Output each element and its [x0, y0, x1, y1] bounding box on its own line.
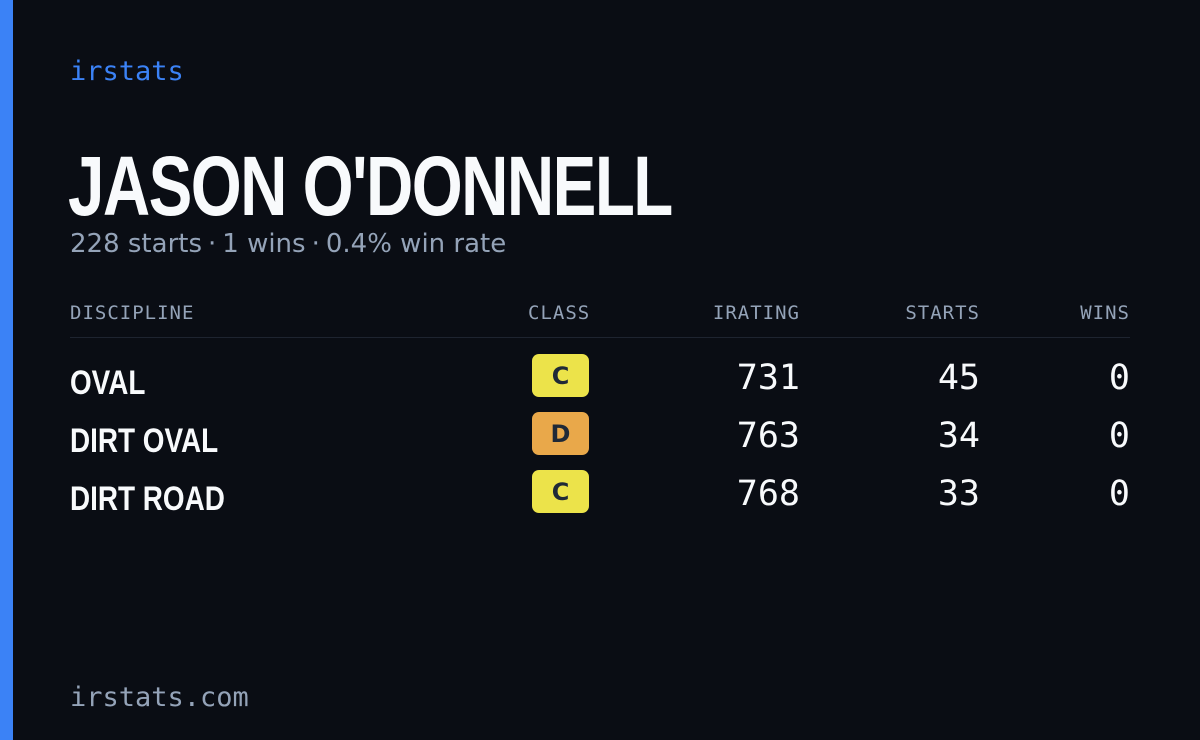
wins-value: 0 [1108, 474, 1130, 514]
starts-summary: 228 starts [70, 229, 202, 259]
header-wins: WINS [1080, 302, 1130, 324]
header-class: CLASS [528, 302, 591, 324]
class-badge: D [532, 412, 589, 455]
table-row: OVAL C 731 45 0 [70, 354, 1130, 412]
driver-summary: 228 starts · 1 wins · 0.4% win rate [70, 229, 506, 259]
separator: · [208, 229, 217, 259]
header-starts: STARTS [905, 302, 980, 324]
accent-bar [0, 0, 13, 740]
discipline-name: DIRT ROAD [70, 480, 225, 518]
footer-url[interactable]: irstats.com [70, 682, 249, 713]
wins-value: 0 [1108, 416, 1130, 456]
win-rate-summary: 0.4% win rate [325, 229, 507, 259]
class-badge: C [532, 470, 589, 513]
wins-summary: 1 wins [222, 229, 306, 259]
class-badge: C [532, 354, 589, 397]
starts-value: 45 [937, 358, 980, 398]
irating-value: 731 [736, 358, 800, 398]
discipline-name: DIRT OVAL [70, 422, 219, 460]
table-row: DIRT ROAD C 768 33 0 [70, 470, 1130, 528]
table-row: DIRT OVAL D 763 34 0 [70, 412, 1130, 470]
discipline-name: OVAL [70, 364, 146, 402]
irating-value: 768 [736, 474, 800, 514]
starts-value: 34 [937, 416, 980, 456]
table-body: OVAL C 731 45 0 DIRT OVAL D 763 34 0 DIR… [70, 338, 1130, 528]
brand-logo: irstats [70, 56, 184, 87]
wins-value: 0 [1108, 358, 1130, 398]
table-header: DISCIPLINE CLASS IRATING STARTS WINS [70, 298, 1130, 338]
header-discipline: DISCIPLINE [70, 302, 195, 324]
driver-name: JASON O'DONNELL [68, 139, 673, 233]
starts-value: 33 [937, 474, 980, 514]
header-irating: IRATING [712, 302, 800, 324]
separator: · [311, 229, 320, 259]
irating-value: 763 [736, 416, 800, 456]
stats-table: DISCIPLINE CLASS IRATING STARTS WINS OVA… [70, 298, 1130, 528]
